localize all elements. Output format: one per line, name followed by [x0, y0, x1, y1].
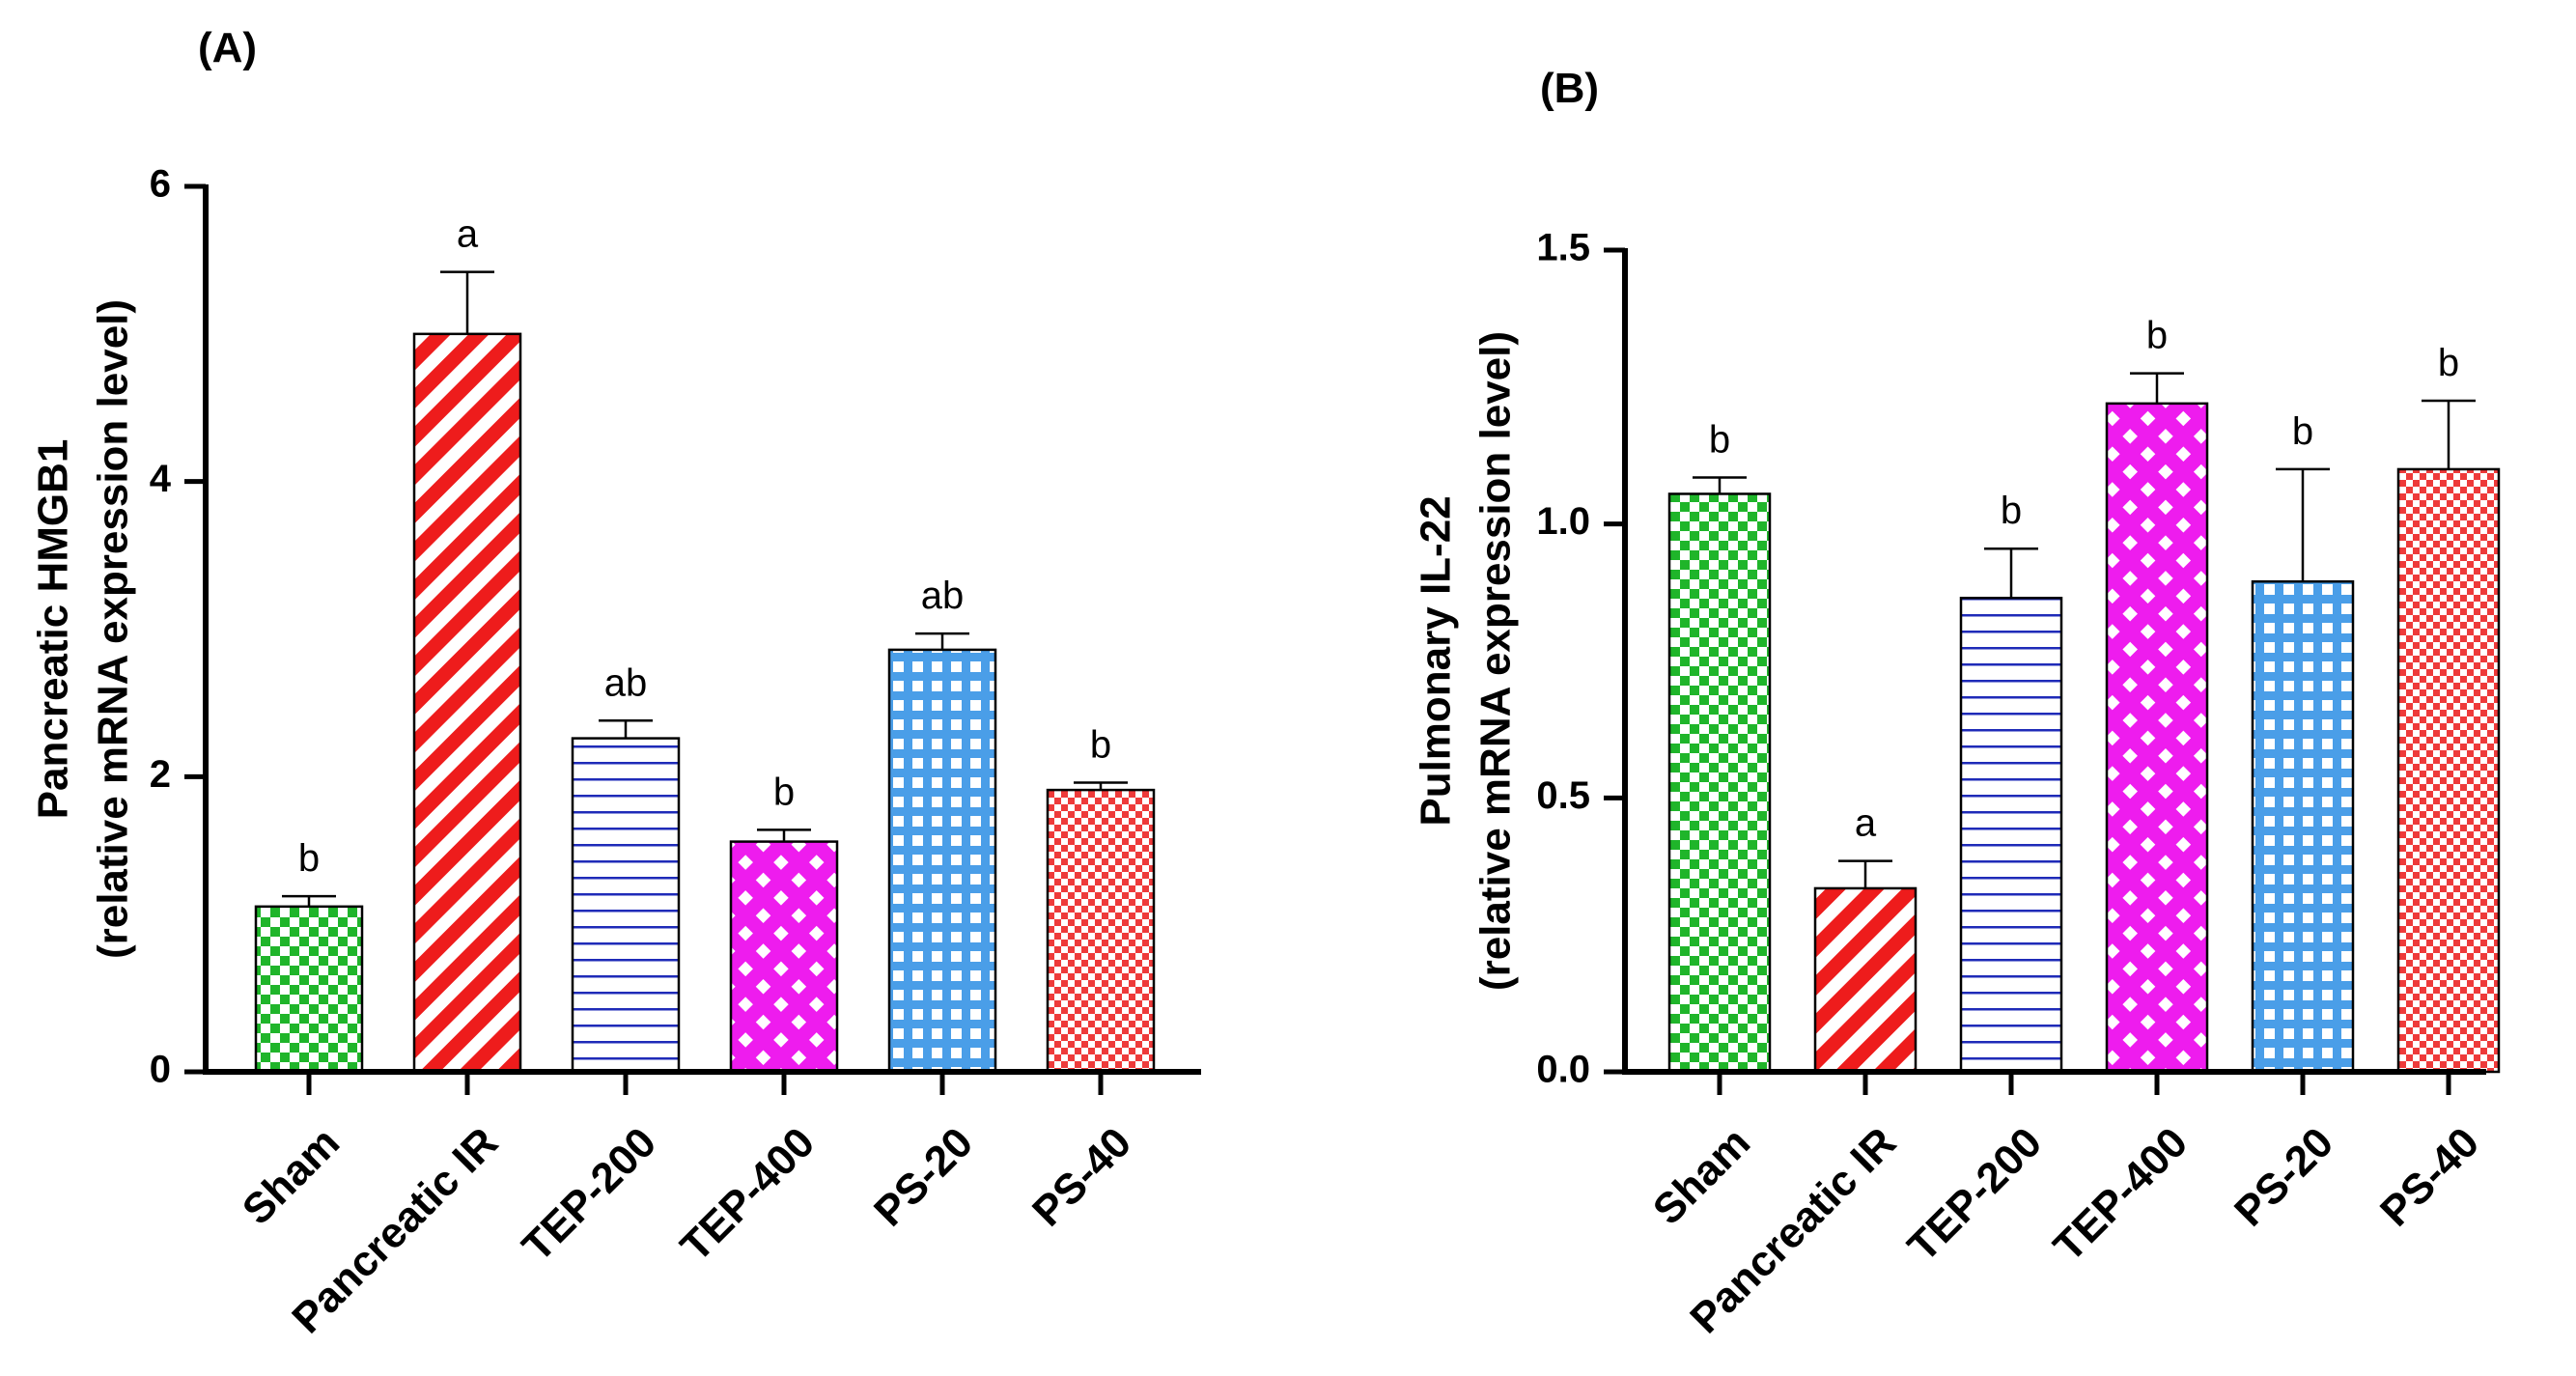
y-tick-label: 6	[150, 163, 171, 206]
y-tick-label: 4	[150, 458, 172, 500]
bar-sham	[254, 905, 364, 1074]
bar-ps-40	[1046, 788, 1156, 1074]
bar-tep-200	[571, 737, 681, 1074]
panel-a: (A) Pancreatic HMGB1 (relative mRNA expres…	[30, 24, 1201, 1342]
significance-label: a	[1855, 802, 1877, 845]
x-tick-label: Sham	[234, 1118, 349, 1233]
bar-tep-200	[1959, 597, 2063, 1074]
y-axis-title: Pulmonary IL-22	[1413, 495, 1460, 826]
significance-label: b	[2292, 410, 2313, 453]
panel-label: (A)	[198, 24, 257, 71]
y-tick-label: 0	[150, 1049, 171, 1091]
bar-pancreatic-ir	[1813, 886, 1918, 1074]
y-tick-label: 1.0	[1536, 500, 1590, 543]
bar-ps-20	[2251, 579, 2355, 1074]
significance-label: ab	[604, 661, 648, 704]
y-tick-label: 1.5	[1536, 227, 1590, 269]
x-tick-label: TEP-200	[514, 1118, 665, 1270]
x-tick-label: PS-40	[2371, 1118, 2488, 1235]
significance-label: a	[457, 213, 479, 256]
y-tick-label: 0.5	[1536, 774, 1590, 817]
y-axis-subtitle: (relative mRNA expression level)	[90, 299, 137, 959]
significance-label: b	[2146, 315, 2168, 357]
y-axis-subtitle: (relative mRNA expression level)	[1472, 331, 1520, 991]
y-tick-label: 0.0	[1536, 1049, 1590, 1091]
significance-label: b	[2001, 490, 2022, 532]
panel-b: (B) Pulmonary IL-22 (relative mRNA express…	[1413, 65, 2501, 1342]
bar-sham	[1667, 492, 1772, 1074]
x-tick-label: PS-40	[1023, 1118, 1140, 1235]
x-tick-label: TEP-400	[672, 1118, 824, 1270]
significance-label: b	[298, 837, 320, 880]
bar-tep-400	[729, 840, 839, 1074]
significance-label: ab	[921, 575, 965, 617]
x-tick-label: TEP-400	[2045, 1118, 2197, 1270]
x-tick-label: PS-20	[2226, 1118, 2342, 1235]
significance-label: b	[1709, 418, 1730, 461]
panel-label: (B)	[1540, 65, 1599, 112]
significance-label: b	[1090, 723, 1111, 766]
x-tick-label: Sham	[1644, 1118, 1759, 1233]
x-tick-label: PS-20	[865, 1118, 982, 1235]
bar-pancreatic-ir	[412, 332, 522, 1074]
significance-label: b	[2438, 342, 2459, 384]
significance-label: b	[773, 771, 795, 813]
bar-tep-400	[2105, 402, 2209, 1074]
bar-ps-40	[2396, 467, 2501, 1074]
bar-ps-20	[887, 648, 997, 1074]
y-axis-title: Pancreatic HMGB1	[30, 439, 77, 820]
x-tick-label: TEP-200	[1899, 1118, 2051, 1270]
y-tick-label: 2	[150, 753, 171, 796]
